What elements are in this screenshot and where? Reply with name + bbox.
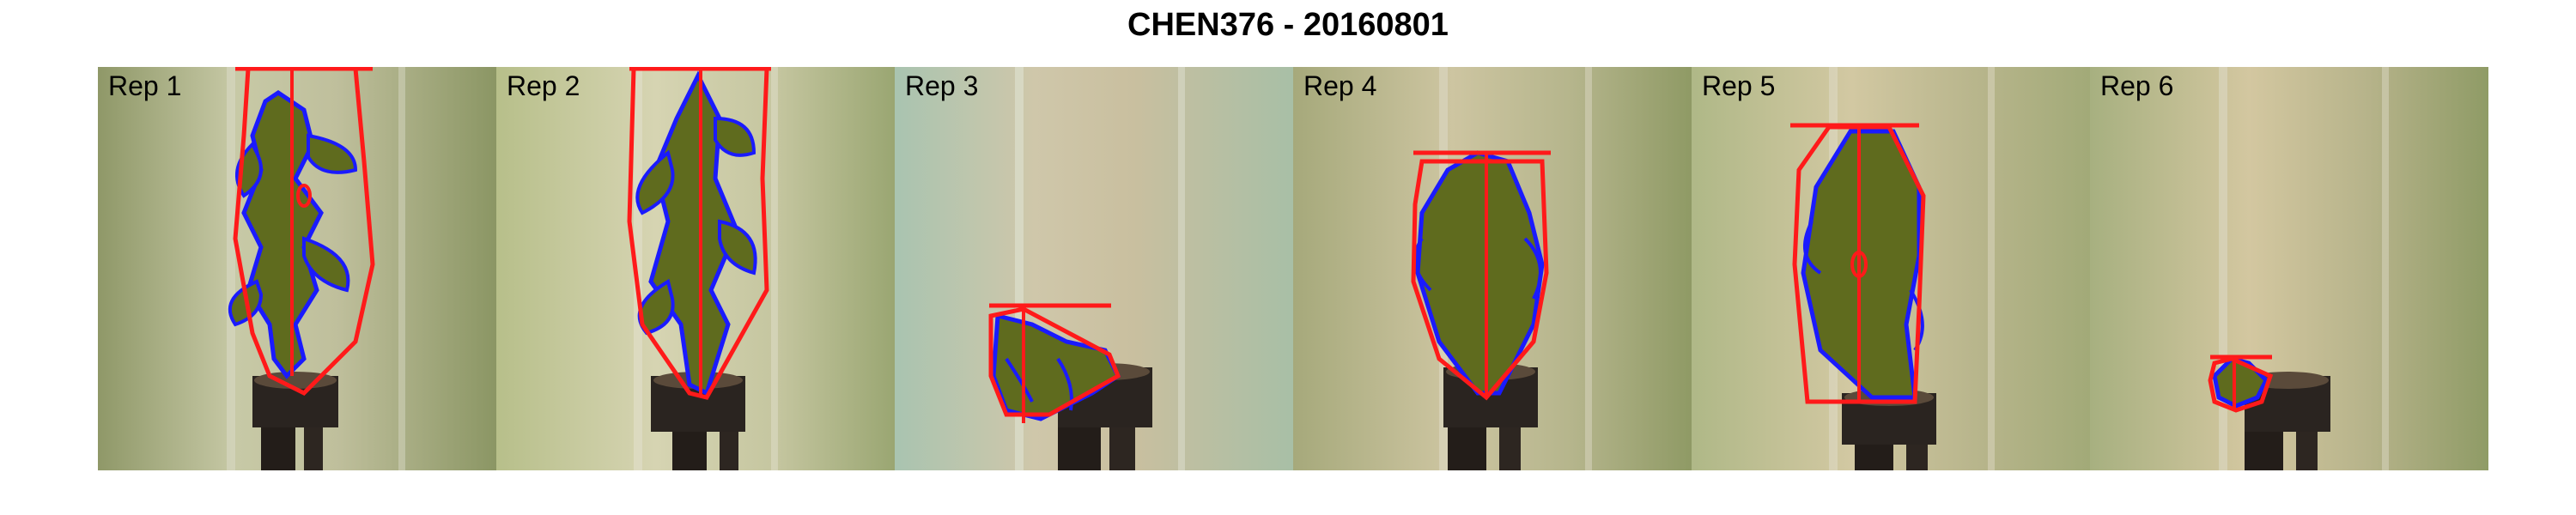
plant-segmentation bbox=[1790, 123, 1926, 404]
rep-label: Rep 6 bbox=[2100, 70, 2174, 101]
image-strip: Rep 1 bbox=[98, 67, 2488, 470]
panel-rep-6: Rep 6 bbox=[2090, 67, 2488, 470]
pot-stand bbox=[252, 372, 338, 470]
plant-segmentation bbox=[988, 303, 1121, 423]
panel-rep-3: Rep 3 bbox=[895, 67, 1293, 470]
panel-rep-5: Rep 5 bbox=[1692, 67, 2090, 470]
panel-rep-4: Rep 4 bbox=[1293, 67, 1692, 470]
rep-label: Rep 4 bbox=[1303, 70, 1377, 101]
rep-label: Rep 2 bbox=[507, 70, 580, 101]
rep-label: Rep 5 bbox=[1702, 70, 1776, 101]
convex-hull bbox=[2208, 356, 2274, 413]
plant-segmentation bbox=[1411, 150, 1551, 401]
panel-rep-2: Rep 2 bbox=[496, 67, 895, 470]
convex-hull bbox=[1792, 124, 1926, 404]
convex-hull bbox=[1411, 159, 1549, 401]
plant-segmentation bbox=[627, 67, 771, 400]
pot-stand bbox=[2245, 372, 2330, 470]
panel-rep-1: Rep 1 bbox=[98, 67, 496, 470]
rep-label: Rep 1 bbox=[108, 70, 182, 101]
plant-segmentation bbox=[2208, 354, 2274, 413]
figure-title: CHEN376 - 20160801 bbox=[1127, 7, 1449, 43]
convex-hull bbox=[627, 67, 769, 400]
convex-hull bbox=[988, 306, 1121, 417]
convex-hull bbox=[233, 67, 375, 397]
rep-label: Rep 3 bbox=[905, 70, 979, 101]
plant-segmentation bbox=[228, 67, 375, 397]
